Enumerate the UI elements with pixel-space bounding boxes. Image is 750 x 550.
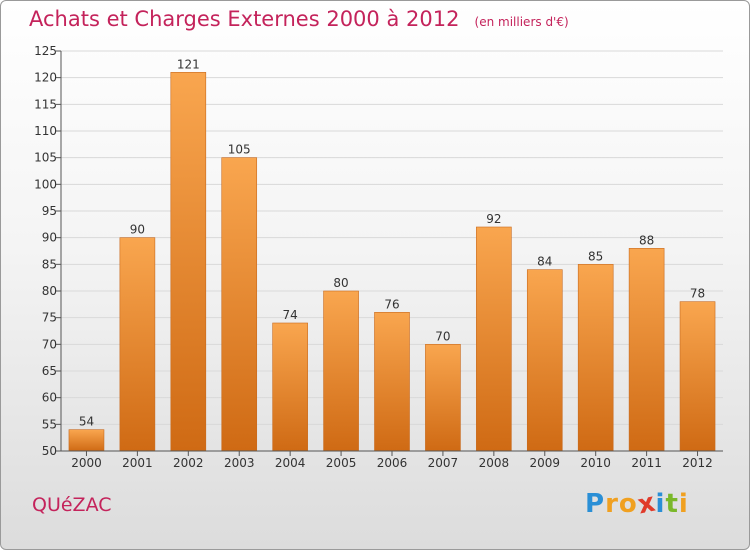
- chart-title-block: Achats et Charges Externes 2000 à 2012 (…: [29, 7, 569, 31]
- y-tick-label: 100: [34, 177, 57, 191]
- y-tick-label: 80: [42, 284, 57, 298]
- logo-letter: r: [605, 489, 619, 519]
- bar: [476, 226, 512, 452]
- bar-value-label: 105: [228, 143, 251, 157]
- y-tick-label: 90: [42, 231, 57, 245]
- x-tick-label: 2005: [326, 456, 357, 470]
- town-name: QUéZAC: [32, 494, 112, 516]
- bar: [526, 269, 563, 452]
- logo-letter: o: [618, 489, 638, 519]
- bar: [374, 312, 410, 452]
- bar-value-label: 74: [283, 308, 298, 322]
- bar-value-label: 92: [486, 212, 501, 226]
- bar: [577, 264, 614, 452]
- y-tick-label: 60: [42, 391, 57, 405]
- x-tick-label: 2010: [580, 456, 611, 470]
- y-tick-label: 85: [42, 257, 57, 271]
- y-tick-label: 95: [42, 204, 57, 218]
- bar: [425, 344, 461, 452]
- x-tick-label: 2003: [224, 456, 255, 470]
- bar: [68, 429, 105, 452]
- proxiti-logo: Proxiti: [585, 487, 689, 520]
- bar-value-label: 76: [384, 297, 399, 311]
- y-tick-label: 70: [42, 337, 57, 351]
- x-tick-label: 2008: [479, 456, 510, 470]
- x-tick-label: 2000: [71, 456, 102, 470]
- y-tick-label: 115: [34, 97, 57, 111]
- bar-value-label: 84: [537, 255, 552, 269]
- bar: [679, 301, 716, 452]
- x-tick-label: 2006: [377, 456, 408, 470]
- bar: [221, 157, 258, 452]
- logo-letter: i: [655, 489, 666, 519]
- bar: [628, 248, 665, 452]
- bar-value-label: 70: [435, 329, 450, 343]
- bar: [272, 322, 308, 452]
- y-tick-label: 125: [34, 44, 57, 58]
- y-tick-label: 65: [42, 364, 57, 378]
- x-tick-label: 2002: [173, 456, 204, 470]
- logo-letter: t: [665, 489, 679, 519]
- x-tick-label: 2004: [275, 456, 306, 470]
- x-tick-label: 2009: [529, 456, 560, 470]
- logo-letter: i: [678, 489, 689, 519]
- y-tick-label: 110: [34, 124, 57, 138]
- y-tick-label: 120: [34, 71, 57, 85]
- bar: [323, 290, 359, 452]
- bar: [119, 237, 156, 452]
- x-tick-label: 2011: [631, 456, 662, 470]
- y-tick-label: 105: [34, 151, 57, 165]
- bar-value-label: 121: [177, 57, 200, 71]
- y-tick-label: 75: [42, 311, 57, 325]
- bar-value-label: 78: [690, 287, 705, 301]
- bars: 54 90 121 105 74 80 76 70 92 84 85 88 78: [68, 57, 716, 452]
- x-tick-label: 2012: [682, 456, 713, 470]
- logo-letter: P: [585, 489, 606, 519]
- chart-title: Achats et Charges Externes 2000 à 2012: [29, 7, 460, 31]
- axes: 50 55 60 65 70 75 80 85 90 95 100 105 110 115 120 125 20…: [34, 44, 723, 470]
- x-tick-label: 2001: [122, 456, 153, 470]
- y-tick-label: 50: [42, 444, 57, 458]
- bar-value-label: 54: [79, 415, 94, 429]
- bar-value-label: 85: [588, 249, 603, 263]
- bar-value-label: 80: [333, 276, 348, 290]
- bar-value-label: 88: [639, 233, 654, 247]
- y-tick-label: 55: [42, 417, 57, 431]
- chart-unit: (en milliers d'€): [474, 15, 569, 29]
- bar: [170, 72, 207, 452]
- bar-value-label: 90: [130, 223, 145, 237]
- x-tick-label: 2007: [428, 456, 459, 470]
